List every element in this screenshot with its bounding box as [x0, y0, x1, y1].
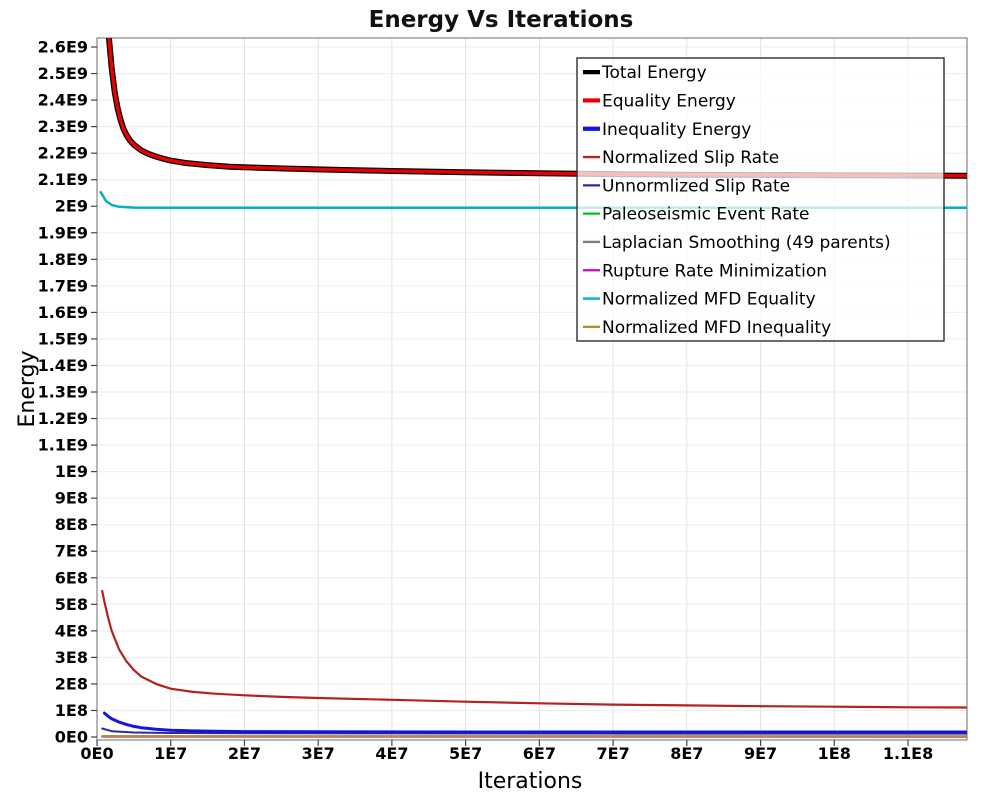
y-tick-label: 2E8	[55, 674, 88, 693]
x-tick-label: 1E7	[154, 744, 187, 763]
y-tick-label: 2.1E9	[38, 170, 88, 189]
x-tick-label: 0E0	[80, 744, 113, 763]
legend-box	[576, 57, 945, 342]
y-tick-label: 1.9E9	[38, 223, 88, 242]
legend-label: Rupture Rate Minimization	[602, 261, 827, 281]
legend: Total Energy Equality Energy Inequality En…	[576, 57, 945, 342]
y-tick-label: 2.6E9	[38, 38, 88, 57]
y-tick-label: 5E8	[55, 595, 88, 614]
legend-label: Unnormlized Slip Rate	[602, 176, 790, 196]
y-tick-label: 1.1E9	[38, 436, 88, 455]
y-axis-label: Energy	[15, 350, 40, 427]
y-tick-label: 4E8	[55, 621, 88, 640]
y-tick-label: 1.2E9	[38, 409, 88, 428]
y-tick-label: 2.4E9	[38, 91, 88, 110]
y-tick-label: 9E8	[55, 489, 88, 508]
x-tick-label: 3E7	[302, 744, 335, 763]
series-line-normalized-mfd-equality	[99, 190, 967, 210]
x-axis-label: Iterations	[478, 769, 583, 794]
y-tick-label: 2.3E9	[38, 117, 88, 136]
series-layer	[99, 38, 967, 738]
y-tick-label: 1.5E9	[38, 329, 88, 348]
y-tick-label: 1E8	[55, 701, 88, 720]
legend-label: Paleoseismic Event Rate	[602, 205, 810, 225]
legend-label: Normalized Slip Rate	[602, 148, 779, 168]
y-tick-label: 8E8	[55, 515, 88, 534]
y-tick-label: 1.4E9	[38, 356, 88, 375]
axis-layer: 0E0 1E7 2E7 3E7 4E7 5E7 6E7 7E7 8E7 9E7 1E8 1.1E8 0E…	[38, 37, 968, 763]
y-tick-label: 6E8	[55, 568, 88, 587]
x-tick-label: 9E7	[744, 744, 777, 763]
y-tick-label: 1.7E9	[38, 276, 88, 295]
x-tick-label: 8E7	[670, 744, 703, 763]
x-tick-label: 6E7	[523, 744, 556, 763]
y-tick-label: 2E9	[55, 197, 88, 216]
series-line-normalized-slip-rate	[101, 589, 967, 709]
y-tick-label: 1.6E9	[38, 303, 88, 322]
y-tick-label: 7E8	[55, 542, 88, 561]
x-tick-label: 1E8	[818, 744, 851, 763]
legend-label: Equality Energy	[602, 91, 736, 111]
y-tick-label: 2.5E9	[38, 64, 88, 83]
x-tick-label: 1.1E8	[883, 744, 933, 763]
y-tick-label: 3E8	[55, 648, 88, 667]
legend-label: Laplacian Smoothing (49 parents)	[602, 233, 891, 253]
x-tick-label: 5E7	[449, 744, 482, 763]
y-tick-label: 1.3E9	[38, 383, 88, 402]
chart-title: Energy Vs Iterations	[369, 7, 634, 33]
y-tick-label: 1.8E9	[38, 250, 88, 269]
series-line-inequality-energy	[102, 711, 967, 734]
x-tick-label: 7E7	[597, 744, 630, 763]
plot-border	[96, 37, 968, 741]
legend-label: Normalized MFD Inequality	[602, 318, 831, 338]
y-tick-label: 0E0	[55, 728, 88, 747]
series-line-unnormlized-slip-rate	[101, 727, 967, 735]
legend-label: Total Energy	[601, 63, 707, 83]
y-tick-label: 2.2E9	[38, 144, 88, 163]
legend-label: Inequality Energy	[602, 120, 751, 140]
x-tick-label: 4E7	[375, 744, 408, 763]
legend-label: Normalized MFD Equality	[602, 290, 816, 310]
y-tick-label: 1E9	[55, 462, 88, 481]
x-tick-label: 2E7	[228, 744, 261, 763]
